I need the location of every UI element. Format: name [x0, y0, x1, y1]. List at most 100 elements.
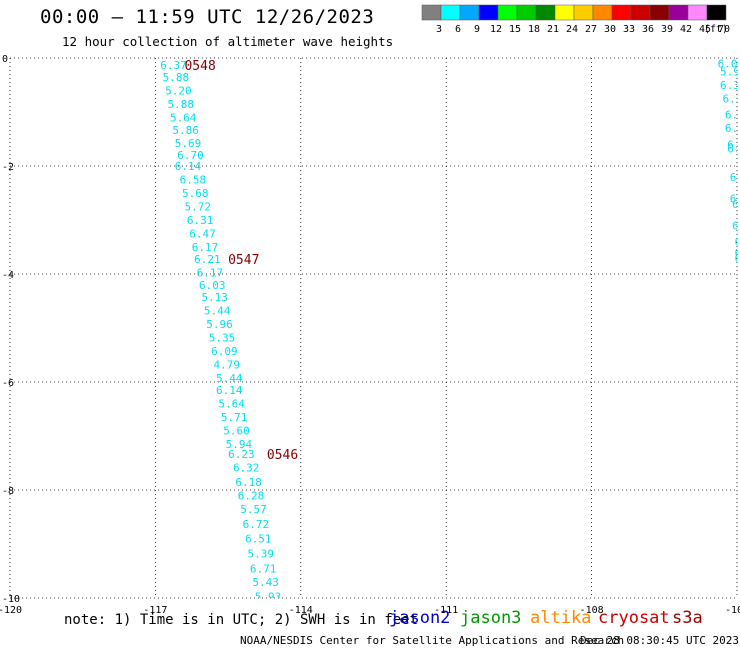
- wave-height-label: 6.00: [735, 246, 740, 259]
- wave-height-label: 6.86: [730, 171, 740, 184]
- wave-height-label: 6.09: [211, 345, 238, 358]
- wave-height-label: 5.93: [255, 590, 281, 603]
- legend-tick-label: 45: [699, 24, 711, 35]
- wave-height-label: 6.88: [725, 109, 740, 122]
- wave-height-label: 6.47: [189, 228, 216, 241]
- legend-tick-label: 33: [623, 24, 635, 35]
- wave-height-label: 6.23: [228, 448, 255, 461]
- wave-height-label: 5.60: [223, 425, 250, 438]
- wave-height-label: 5.64: [218, 398, 245, 411]
- x-tick-label: -111: [434, 605, 458, 616]
- wave-height-label: 5.94: [226, 438, 253, 451]
- wave-height-label: 6.32: [233, 461, 259, 474]
- wave-height-label: 5.88: [168, 98, 195, 111]
- satellite-label-jason3: jason3: [460, 608, 522, 628]
- legend-tick-label: 36: [642, 24, 654, 35]
- wave-height-label: 6.14: [175, 160, 202, 173]
- wave-height-plot: -120 -117 -114 -111 -108 -105 0 -2 -4 -6 -8 -10 6.37…: [0, 54, 740, 616]
- legend-tick-label: 12: [490, 24, 502, 35]
- x-tick-label: -117: [143, 605, 167, 616]
- wave-height-label: 5.43: [252, 576, 278, 589]
- legend-tick-label: 24: [566, 24, 578, 35]
- chart-subtitle: 12 hour collection of altimeter wave hei…: [62, 34, 394, 49]
- wave-height-label: 5.13: [201, 291, 228, 304]
- wave-height-label: 5.57: [240, 503, 267, 516]
- satellite-label-cryosat: cryosat: [598, 608, 670, 628]
- wave-height-label: 5.99: [720, 66, 740, 79]
- wave-height-label: 5.86: [172, 124, 199, 137]
- legend-tick-label: 39: [661, 24, 673, 35]
- satellite-label-s3a: s3a: [672, 608, 703, 628]
- x-tick-label: -114: [289, 605, 313, 616]
- legend-tick-label: 70: [718, 24, 730, 35]
- wave-height-label: 5.64: [170, 111, 197, 124]
- legend-tick-label: 18: [528, 24, 540, 35]
- legend-tick-label: 15: [509, 24, 521, 35]
- wave-height-label: 5.44: [216, 372, 243, 385]
- wave-height-label: 6.59: [722, 93, 740, 106]
- wave-height-label: 5.39: [247, 548, 274, 561]
- wave-height-label: 6.77: [732, 198, 740, 211]
- pass-time-label: 0546: [267, 448, 298, 463]
- legend-tick-label: 9: [474, 24, 480, 35]
- wave-height-label: 4.79: [214, 359, 241, 372]
- footer-note: note: 1) Time is in UTC; 2) SWH is in fe…: [64, 612, 419, 628]
- y-tick-label: -4: [2, 270, 14, 281]
- legend-tick-label: 3: [436, 24, 442, 35]
- wave-height-label: 5.71: [221, 411, 248, 424]
- wave-height-label: 5.44: [204, 305, 231, 318]
- wave-height-label: 6.21: [194, 253, 221, 266]
- wave-height-label: 6.48: [727, 143, 740, 156]
- y-tick-label: -8: [2, 486, 14, 497]
- wave-height-label: 6.51: [245, 533, 272, 546]
- wave-height-label: 6.46: [735, 252, 740, 265]
- pass-time-label: 0548: [184, 59, 215, 74]
- wave-height-label: 5.96: [206, 318, 233, 331]
- legend-swatch: [706, 4, 727, 21]
- wave-height-label: 6.37: [160, 59, 187, 72]
- wave-height-label: 6.56: [735, 236, 740, 249]
- y-tick-label: -10: [2, 594, 20, 605]
- y-tick-label: -2: [2, 162, 14, 173]
- satellite-label-jason2: jason2: [389, 608, 451, 628]
- x-tick-label: -105: [725, 605, 740, 616]
- wave-height-label: 6.03: [199, 279, 226, 292]
- x-tick-label: -120: [0, 605, 22, 616]
- pass-time-label: 0547: [228, 253, 259, 268]
- wave-height-label: 5.68: [182, 187, 209, 200]
- chart-title: 00:00 – 11:59 UTC 12/26/2023: [40, 6, 375, 28]
- wave-height-label: 6.72: [243, 518, 270, 531]
- wave-height-label: 6.18: [235, 476, 262, 489]
- satellite-label-altika: altika: [530, 608, 592, 628]
- wave-height-label: 6.07: [732, 219, 740, 232]
- legend-tick-label: 42: [680, 24, 692, 35]
- wave-height-label: 5.69: [175, 137, 202, 150]
- wave-height-label: 6.28: [238, 489, 265, 502]
- legend-tick-label: 30: [604, 24, 616, 35]
- wave-height-label: 6.70: [177, 149, 204, 162]
- legend-tick-label: 6: [455, 24, 461, 35]
- legend-tick-label: 21: [547, 24, 559, 35]
- wave-height-label: 6.71: [727, 138, 740, 151]
- wave-height-label: 6.01: [718, 57, 740, 70]
- wave-height-label: 5.20: [165, 84, 192, 97]
- wave-height-label: 6.17: [192, 241, 219, 254]
- y-tick-label: -6: [2, 378, 14, 389]
- legend-unit: (ft): [704, 24, 728, 35]
- y-tick-label: 0: [2, 54, 8, 65]
- wave-height-label: 6.14: [216, 384, 243, 397]
- legend-tick-label: 27: [585, 24, 597, 35]
- wave-height-label: 6.49: [730, 192, 740, 205]
- x-tick-label: -108: [580, 605, 604, 616]
- wave-height-label: 5.88: [163, 71, 190, 84]
- wave-height-label: 6.17: [197, 266, 224, 279]
- wave-height-label: 5.35: [209, 332, 236, 345]
- generation-timestamp: Dec 28 08:30:45 UTC 2023: [580, 634, 739, 647]
- wave-height-label: 6.39: [720, 79, 740, 92]
- wave-height-label: 6.31: [187, 214, 214, 227]
- wave-height-label: 6.65: [725, 122, 740, 135]
- wave-height-label: 6.58: [180, 174, 207, 187]
- wave-height-label: 6.71: [250, 562, 277, 575]
- credit-line: NOAA/NESDIS Center for Satellite Applica…: [240, 634, 625, 647]
- color-legend: 3 6 9 12 15 18 21 24 27 30 33 36 39 42 45 70(ft): [421, 4, 730, 35]
